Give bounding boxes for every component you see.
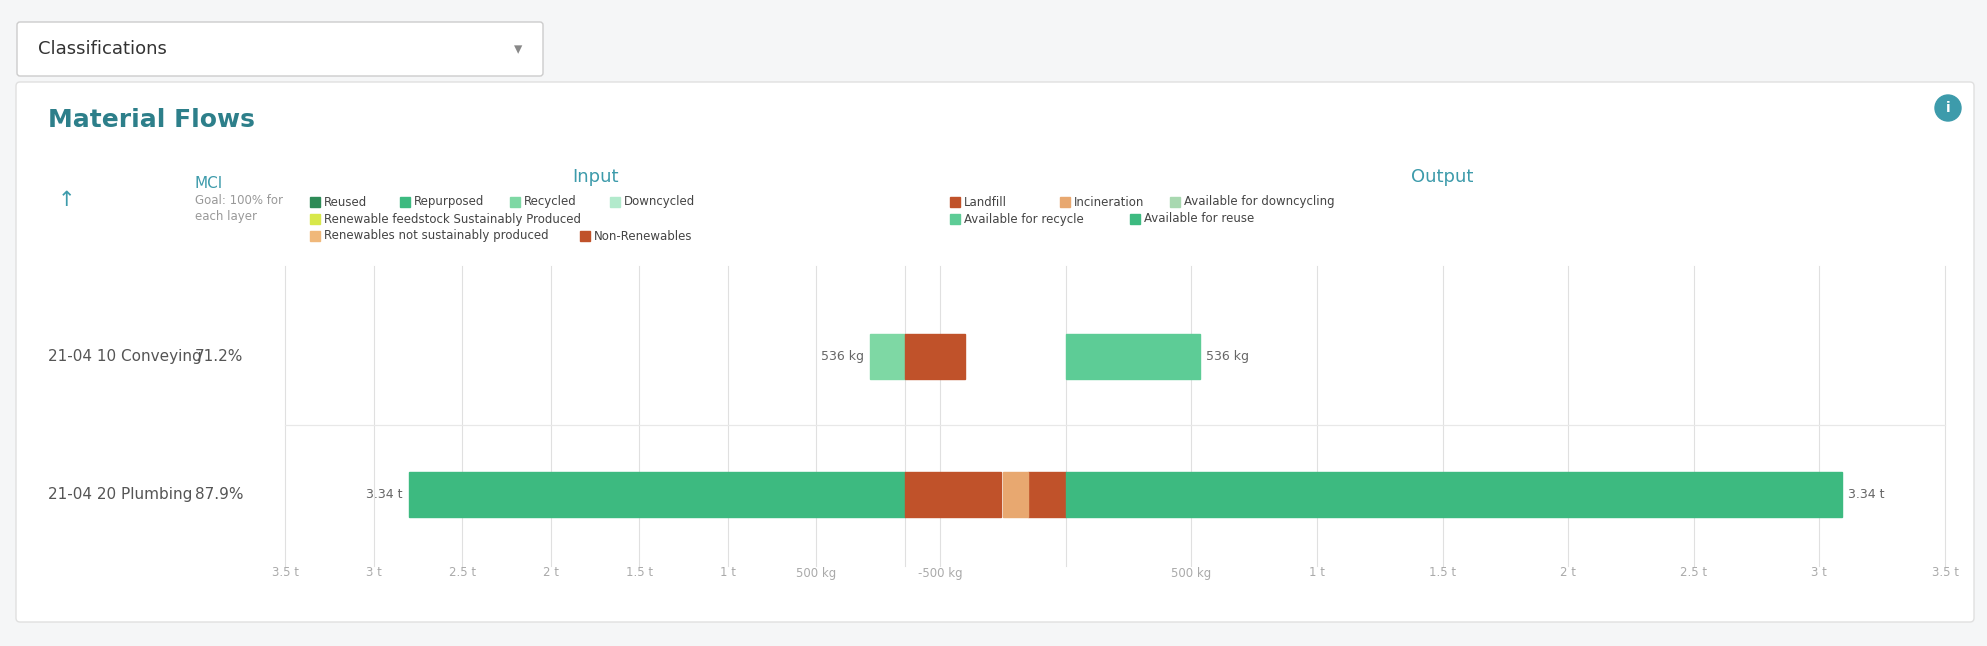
Text: 3.5 t: 3.5 t — [272, 567, 298, 579]
Bar — [870, 334, 904, 379]
Text: 2 t: 2 t — [1560, 567, 1576, 579]
Text: 536 kg: 536 kg — [1206, 350, 1250, 363]
Bar — [1065, 472, 1842, 517]
Bar — [950, 214, 960, 224]
Text: Reused: Reused — [324, 196, 368, 209]
Text: 3 t: 3 t — [366, 567, 382, 579]
Text: 500 kg: 500 kg — [1170, 567, 1212, 579]
Bar — [1059, 197, 1071, 207]
Bar — [310, 214, 320, 224]
Bar — [310, 231, 320, 241]
Text: Available for downcycling: Available for downcycling — [1184, 196, 1335, 209]
Text: 3 t: 3 t — [1812, 567, 1828, 579]
Bar — [310, 197, 320, 207]
Text: Available for recycle: Available for recycle — [964, 213, 1083, 225]
Text: Renewable feedstock Sustainably Produced: Renewable feedstock Sustainably Produced — [324, 213, 580, 225]
Text: 21-04 10 Conveying: 21-04 10 Conveying — [48, 349, 203, 364]
Text: 1.5 t: 1.5 t — [626, 567, 654, 579]
Bar — [904, 334, 964, 379]
Text: Available for reuse: Available for reuse — [1145, 213, 1254, 225]
Text: ▾: ▾ — [513, 40, 523, 58]
Bar — [950, 197, 960, 207]
Text: i: i — [1945, 101, 1951, 115]
Text: Repurposed: Repurposed — [413, 196, 485, 209]
FancyBboxPatch shape — [18, 22, 542, 76]
Text: Recycled: Recycled — [525, 196, 576, 209]
Text: Material Flows: Material Flows — [48, 108, 254, 132]
Bar — [1131, 214, 1141, 224]
Text: 2.5 t: 2.5 t — [449, 567, 475, 579]
Text: 87.9%: 87.9% — [195, 486, 244, 502]
Text: 3.34 t: 3.34 t — [1848, 488, 1884, 501]
Text: Incineration: Incineration — [1075, 196, 1145, 209]
Bar — [409, 472, 904, 517]
Bar — [904, 472, 1001, 517]
Text: 3.34 t: 3.34 t — [366, 488, 403, 501]
Bar — [511, 197, 521, 207]
Text: 1.5 t: 1.5 t — [1429, 567, 1456, 579]
Text: MCI: MCI — [195, 176, 223, 191]
Bar — [1170, 197, 1180, 207]
Text: 1 t: 1 t — [1309, 567, 1325, 579]
Text: Non-Renewables: Non-Renewables — [594, 229, 693, 242]
Text: Landfill: Landfill — [964, 196, 1007, 209]
Text: Classifications: Classifications — [38, 40, 167, 58]
Circle shape — [1935, 95, 1961, 121]
Bar — [1027, 472, 1065, 517]
Text: 2 t: 2 t — [542, 567, 558, 579]
Text: -500 kg: -500 kg — [918, 567, 962, 579]
Bar — [610, 197, 620, 207]
Text: each layer: each layer — [195, 210, 256, 223]
Bar — [399, 197, 409, 207]
Text: ↑: ↑ — [58, 190, 76, 210]
Text: 1 t: 1 t — [719, 567, 735, 579]
Text: 3.5 t: 3.5 t — [1931, 567, 1959, 579]
Text: Input: Input — [572, 168, 618, 186]
Text: 71.2%: 71.2% — [195, 349, 242, 364]
Text: Output: Output — [1411, 168, 1474, 186]
Text: 536 kg: 536 kg — [821, 350, 864, 363]
Text: Downcycled: Downcycled — [624, 196, 695, 209]
Bar — [1065, 334, 1200, 379]
Bar — [1003, 472, 1027, 517]
FancyBboxPatch shape — [16, 82, 1973, 622]
Bar — [580, 231, 590, 241]
Text: Renewables not sustainably produced: Renewables not sustainably produced — [324, 229, 548, 242]
Text: 2.5 t: 2.5 t — [1681, 567, 1707, 579]
Text: 21-04 20 Plumbing: 21-04 20 Plumbing — [48, 486, 193, 502]
Text: Goal: 100% for: Goal: 100% for — [195, 194, 282, 207]
Text: 500 kg: 500 kg — [797, 567, 837, 579]
